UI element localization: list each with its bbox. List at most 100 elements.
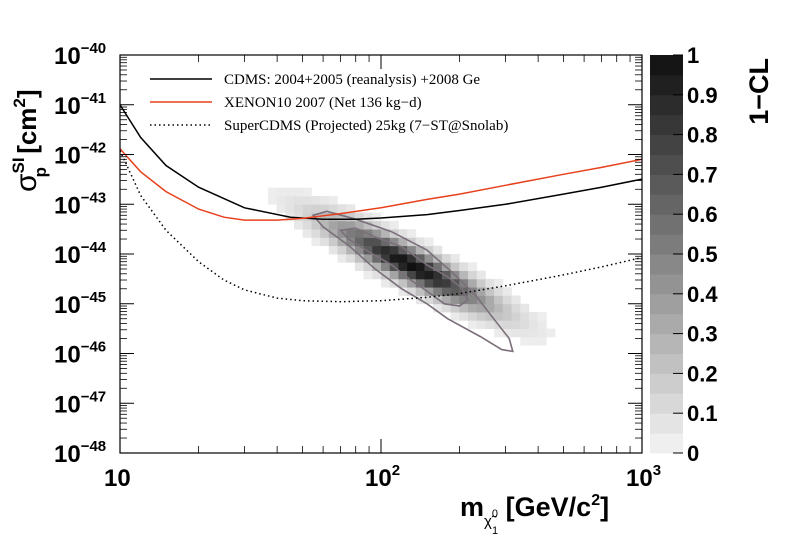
heatmap-cell	[502, 287, 512, 296]
heatmap-cell	[468, 278, 478, 288]
heatmap-cell	[528, 328, 538, 338]
heatmap-cell	[415, 245, 425, 255]
heatmap-cell	[328, 204, 338, 213]
heatmap-cell	[320, 229, 330, 238]
heatmap-cell	[415, 237, 425, 247]
y-tick-label: 10−45	[54, 289, 106, 319]
heatmap-cell	[476, 278, 486, 288]
colorbar-band	[650, 74, 683, 96]
legend-label-2: XENON10 2007 (Net 136 kg−d)	[224, 95, 422, 111]
heatmap-cell	[346, 237, 356, 247]
heatmap-cell	[450, 262, 460, 271]
heatmap-cell	[398, 278, 408, 288]
y-axis-title: σSI p [cm2]	[9, 89, 50, 192]
heatmap-cell	[476, 312, 486, 321]
heatmap-cell	[494, 295, 504, 305]
contour-2σ	[311, 210, 514, 353]
heatmap-cell	[346, 254, 356, 263]
heatmap-cell	[407, 229, 417, 238]
colorbar-band	[650, 94, 683, 116]
colorbar: 0 0.1 0.2 0.3 0.4 0.5 0.6 0.7 0.8 0.9 1	[650, 43, 718, 466]
colorbar-tick-label: 0.8	[687, 123, 718, 148]
heatmap-cell	[459, 303, 469, 313]
heatmap-cell	[424, 237, 434, 247]
heatmap-cell	[372, 212, 382, 222]
heatmap-cell	[450, 312, 460, 321]
heatmap-cell	[441, 295, 451, 305]
heatmap-cell	[476, 270, 486, 280]
heatmap-cell	[494, 328, 504, 338]
heatmap-cell	[354, 220, 364, 230]
heatmap-cell	[294, 187, 304, 197]
heatmap-cell	[407, 254, 417, 263]
heatmap-cell	[459, 295, 469, 305]
heatmap-cell	[528, 312, 538, 321]
heatmap-cell	[415, 254, 425, 263]
heatmap-cell	[468, 270, 478, 280]
colorbar-band	[650, 433, 683, 454]
heatmap-cell	[407, 262, 417, 271]
colorbar-title: 1−CL	[744, 58, 774, 125]
heatmap-cell	[520, 328, 530, 338]
heatmap-cell	[363, 212, 373, 222]
heatmap-cell	[381, 220, 391, 230]
heatmap-cell	[337, 237, 347, 247]
colorbar-band	[650, 413, 683, 434]
heatmap-cell	[520, 303, 530, 313]
heatmap-cell	[328, 245, 338, 255]
heatmap-cell	[302, 187, 312, 197]
heatmap-cell	[311, 195, 321, 205]
heatmap-cell	[398, 270, 408, 280]
heatmap-cell	[389, 237, 399, 247]
colorbar-tick-label: 0.1	[687, 401, 718, 426]
heatmap-cell	[294, 204, 304, 213]
heatmap-cell	[354, 212, 364, 222]
heatmap-cell	[415, 278, 425, 288]
heatmap-cell	[502, 303, 512, 313]
heatmap-cell	[302, 229, 312, 238]
heatmap-cell	[320, 204, 330, 213]
heatmap-cell	[468, 295, 478, 305]
heatmap-cell	[494, 303, 504, 313]
colorbar-band	[650, 293, 683, 315]
heatmap-cell	[485, 287, 495, 296]
heatmap-cell	[285, 187, 295, 197]
heatmap-cell	[372, 245, 382, 255]
heatmap-cell	[450, 303, 460, 313]
heatmap-cell	[398, 245, 408, 255]
heatmap-cell	[424, 254, 434, 263]
heatmap-cell	[389, 254, 399, 263]
heatmap-cell	[450, 287, 460, 296]
colorbar-band	[650, 214, 683, 235]
heatmap-cell	[468, 312, 478, 321]
x-tick-label: 10	[104, 465, 131, 492]
heatmap-cell	[407, 287, 417, 296]
heatmap-cell	[433, 270, 443, 280]
colorbar-band	[650, 254, 683, 275]
heatmap-cell	[337, 245, 347, 255]
heatmap-cell	[354, 254, 364, 263]
heatmap-cell	[520, 320, 530, 330]
heatmap-cell	[389, 245, 399, 255]
colorbar-band	[650, 55, 683, 76]
heatmap-cell	[302, 220, 312, 230]
heatmap-cell	[381, 229, 391, 238]
heatmap-cell	[302, 212, 312, 222]
y-tick-label: 10−47	[54, 388, 106, 418]
heatmap-cell	[511, 312, 521, 321]
heatmap-cell	[320, 237, 330, 247]
heatmap-cell	[328, 220, 338, 230]
colorbar-band	[650, 313, 683, 335]
heatmap-cell	[328, 212, 338, 222]
heatmap-cell	[354, 262, 364, 271]
heatmap-cell	[346, 212, 356, 222]
heatmap-cell	[398, 229, 408, 238]
x-axis-title: mχ̃0 1 [GeV/c2]	[460, 492, 609, 537]
heatmap-cell	[468, 303, 478, 313]
heatmap-cell	[546, 328, 556, 338]
heatmap-cell	[346, 204, 356, 213]
heatmap-cell	[398, 254, 408, 263]
colorbar-band	[650, 134, 683, 155]
colorbar-tick-label: 0.9	[687, 83, 718, 108]
